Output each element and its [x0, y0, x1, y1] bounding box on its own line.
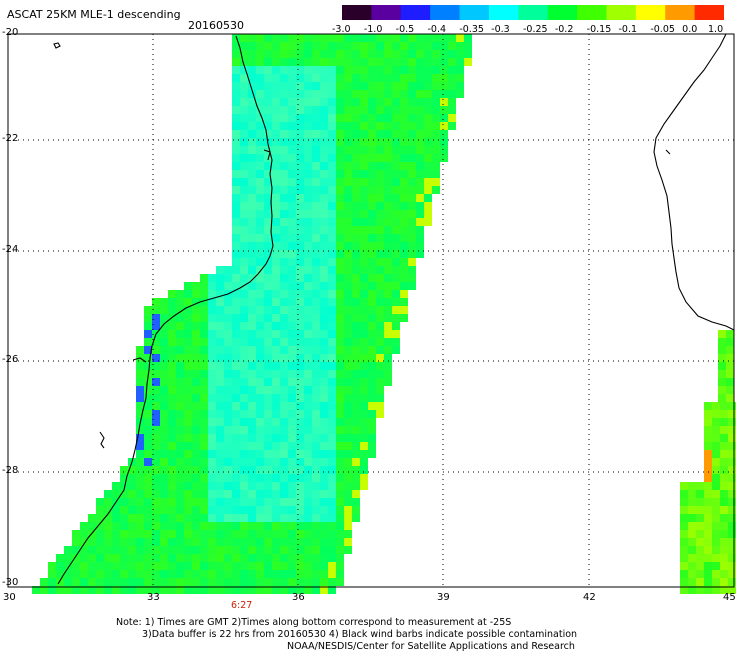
colorbar-tick-label: -0.25 — [523, 24, 548, 35]
colorbar-segment — [694, 5, 724, 20]
note-line-3: NOAA/NESDIS/Center for Satellite Applica… — [287, 641, 575, 652]
note-line-2: 3)Data buffer is 22 hrs from 20160530 4)… — [142, 629, 578, 640]
colorbar-tick-label: 1.0 — [708, 24, 724, 35]
colorbar-segment — [665, 5, 696, 20]
colorbar-tick-label: -3.0 — [332, 24, 351, 35]
map-frame — [7, 33, 735, 588]
colorbar-segment — [488, 5, 519, 20]
colorbar-tick-label: 0.0 — [682, 24, 698, 35]
colorbar-segment — [371, 5, 402, 20]
colorbar — [342, 5, 724, 20]
colorbar-tick-label: -0.05 — [650, 24, 675, 35]
longitude-label: 30 — [3, 592, 16, 603]
latitude-label: -20 — [2, 27, 19, 38]
longitude-label: 36 — [292, 592, 305, 603]
colorbar-tick-label: -0.1 — [618, 24, 638, 35]
colorbar-segment — [577, 5, 608, 20]
colorbar-segment — [635, 5, 666, 20]
note-line-1: Note: 1) Times are GMT 2)Times along bot… — [116, 617, 512, 628]
inlet-2 — [263, 149, 271, 161]
latitude-label: -30 — [2, 577, 19, 588]
island-2 — [99, 431, 105, 449]
latitude-label: -22 — [2, 133, 19, 144]
colorbar-tick-label: -0.4 — [427, 24, 447, 35]
latitude-label: -24 — [2, 244, 19, 255]
latitude-label: -26 — [2, 354, 19, 365]
colorbar-segment — [400, 5, 431, 20]
colorbar-segment — [342, 5, 372, 20]
colorbar-segment — [459, 5, 490, 20]
longitude-label: 42 — [583, 592, 596, 603]
coastline — [53, 33, 735, 585]
colorbar-segment — [606, 5, 637, 20]
colorbar-tick-label: -0.3 — [491, 24, 510, 35]
inlet-1 — [132, 357, 147, 363]
longitude-label: 39 — [437, 592, 450, 603]
colorbar-tick-label: -1.0 — [363, 24, 383, 35]
map-date: 20160530 — [188, 19, 244, 32]
colorbar-segment — [518, 5, 549, 20]
pass-time-label: 6:27 — [231, 600, 253, 611]
africa-coastline — [57, 35, 274, 585]
colorbar-tick-label: -0.35 — [459, 24, 484, 35]
latitude-label: -28 — [2, 465, 19, 476]
inlet-3 — [665, 149, 671, 155]
colorbar-tick-label: -0.2 — [554, 24, 574, 35]
madagascar-coastline — [653, 33, 735, 331]
colorbar-segment — [547, 5, 578, 20]
wind-swath-data — [32, 34, 736, 594]
map-title: ASCAT 25KM MLE-1 descending — [7, 8, 181, 21]
colorbar-tick-label: -0.5 — [395, 24, 415, 35]
longitude-label: 45 — [723, 592, 736, 603]
island-1 — [53, 42, 61, 49]
colorbar-segment — [430, 5, 461, 20]
colorbar-tick-label: -0.15 — [586, 24, 612, 35]
longitude-label: 33 — [147, 592, 160, 603]
